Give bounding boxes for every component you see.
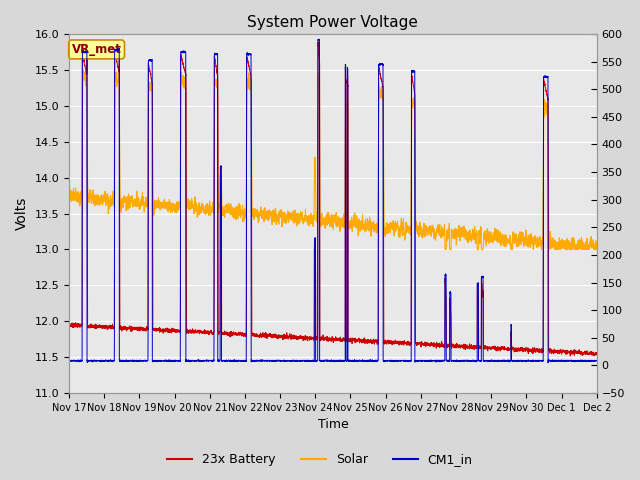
CM1_in xyxy=(406,358,414,364)
Solar xyxy=(593,245,600,251)
Solar xyxy=(456,232,463,238)
Y-axis label: Volts: Volts xyxy=(15,197,29,230)
CM1_in xyxy=(65,358,73,363)
23x Battery xyxy=(479,288,486,294)
CM1_in xyxy=(455,358,463,364)
23x Battery xyxy=(566,353,574,359)
Solar xyxy=(79,67,87,73)
23x Battery xyxy=(314,39,322,45)
Solar xyxy=(471,223,479,229)
Line: 23x Battery: 23x Battery xyxy=(69,42,596,356)
23x Battery xyxy=(406,340,414,346)
CM1_in xyxy=(593,358,600,363)
23x Battery xyxy=(156,328,164,334)
Solar xyxy=(442,247,449,252)
CM1_in xyxy=(470,358,478,364)
Solar xyxy=(156,204,164,209)
Solar xyxy=(479,247,486,252)
Solar xyxy=(417,226,425,231)
Line: CM1_in: CM1_in xyxy=(69,39,596,363)
Legend: 23x Battery, Solar, CM1_in: 23x Battery, Solar, CM1_in xyxy=(163,448,477,471)
CM1_in xyxy=(544,360,552,366)
23x Battery xyxy=(417,344,425,350)
CM1_in xyxy=(479,274,486,279)
Line: Solar: Solar xyxy=(69,70,596,250)
Solar xyxy=(65,192,73,198)
Title: System Power Voltage: System Power Voltage xyxy=(248,15,419,30)
CM1_in xyxy=(315,36,323,42)
23x Battery xyxy=(455,343,463,348)
23x Battery xyxy=(593,350,600,356)
CM1_in xyxy=(417,358,425,363)
Solar xyxy=(406,227,414,232)
Text: VR_met: VR_met xyxy=(72,43,122,56)
X-axis label: Time: Time xyxy=(317,419,348,432)
23x Battery xyxy=(470,344,478,349)
23x Battery xyxy=(65,320,73,326)
CM1_in xyxy=(156,358,164,364)
